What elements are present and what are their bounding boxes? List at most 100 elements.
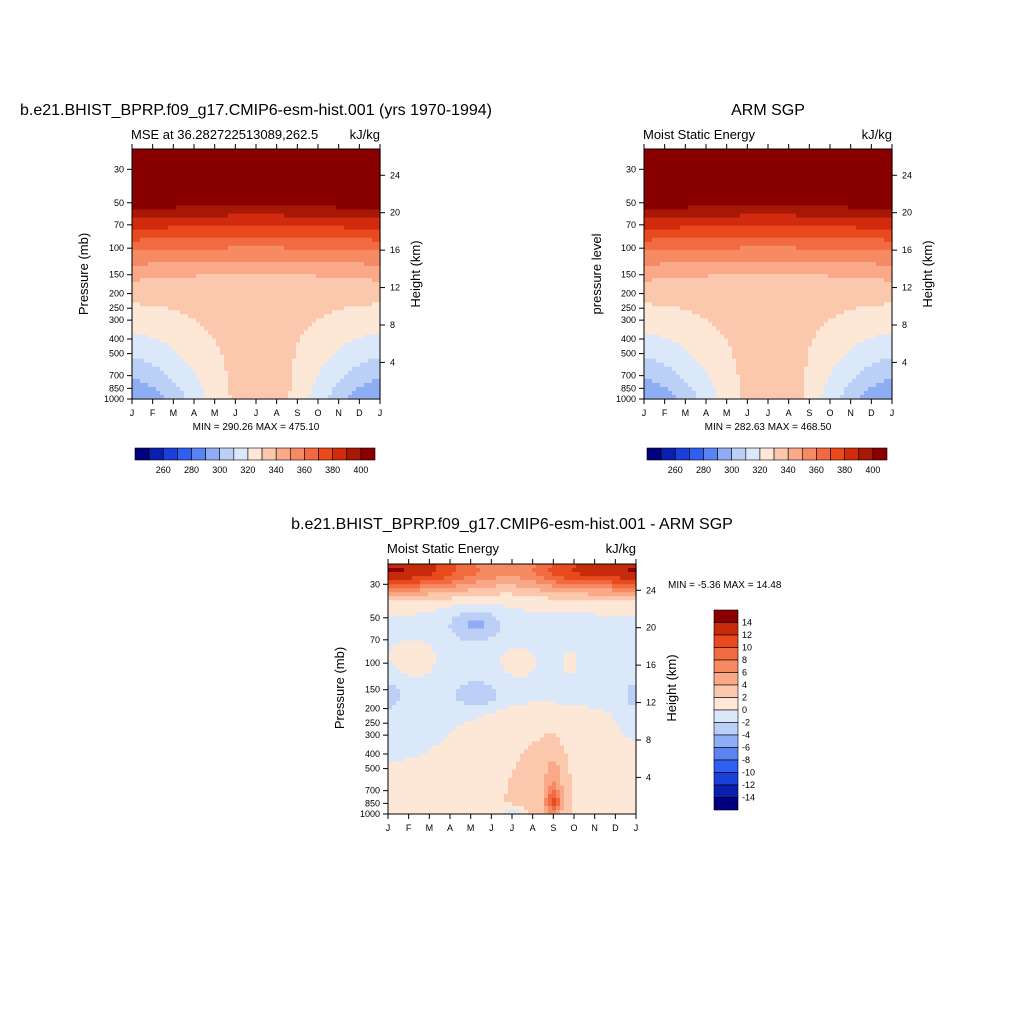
contour-cell xyxy=(212,241,217,247)
contour-cell xyxy=(244,334,249,340)
contour-cell xyxy=(376,286,381,291)
contour-cell xyxy=(144,366,149,372)
contour-cell xyxy=(216,330,221,336)
contour-cell xyxy=(336,225,341,231)
contour-cell xyxy=(336,278,341,283)
contour-cell xyxy=(228,362,233,368)
contour-cell xyxy=(724,197,729,203)
contour-cell xyxy=(356,237,361,243)
contour-cell xyxy=(208,173,213,178)
contour-cell xyxy=(276,209,281,215)
contour-cell xyxy=(168,278,173,283)
contour-cell xyxy=(136,282,141,287)
contour-cell xyxy=(792,205,797,211)
contour-cell xyxy=(288,249,293,255)
contour-cell xyxy=(156,298,161,303)
contour-cell xyxy=(768,185,773,190)
contour-cell xyxy=(132,298,137,303)
contour-cell xyxy=(244,350,249,356)
contour-cell xyxy=(644,161,649,166)
contour-cell xyxy=(800,213,805,219)
contour-cell xyxy=(228,225,233,231)
contour-cell xyxy=(312,310,317,315)
contour-cell xyxy=(248,209,253,215)
contour-cell xyxy=(172,157,177,162)
contour-cell xyxy=(832,185,837,190)
contour-cell xyxy=(276,213,281,219)
contour-cell xyxy=(224,326,229,332)
contour-cell xyxy=(880,201,885,207)
contour-cell xyxy=(164,221,169,227)
contour-cell xyxy=(748,189,753,194)
contour-cell xyxy=(348,378,353,384)
contour-cell xyxy=(228,326,233,332)
contour-cell xyxy=(180,366,185,372)
panel-model-ylabel: Pressure (mb) xyxy=(76,233,91,315)
contour-cell xyxy=(712,157,717,162)
contour-cell xyxy=(660,201,665,207)
contour-cell xyxy=(272,334,277,340)
contour-cell xyxy=(156,257,161,263)
contour-cell xyxy=(172,249,177,255)
contour-cell xyxy=(160,161,165,166)
contour-cell xyxy=(204,193,209,198)
contour-cell xyxy=(372,229,377,235)
contour-cell xyxy=(328,209,333,215)
contour-cell xyxy=(340,229,345,235)
contour-cell xyxy=(164,149,169,154)
contour-cell xyxy=(260,189,265,194)
contour-cell xyxy=(692,205,697,211)
contour-cell xyxy=(252,185,257,190)
contour-cell xyxy=(160,378,165,384)
contour-cell xyxy=(308,205,313,211)
contour-cell xyxy=(276,334,281,340)
contour-cell xyxy=(368,185,373,190)
contour-cell xyxy=(168,274,173,279)
contour-cell xyxy=(220,161,225,166)
contour-cell xyxy=(644,169,649,174)
contour-cell xyxy=(320,217,325,223)
contour-cell xyxy=(772,209,777,215)
contour-cell xyxy=(200,165,205,170)
contour-cell xyxy=(308,217,313,223)
contour-cell xyxy=(352,265,357,271)
contour-cell xyxy=(272,282,277,287)
contour-cell xyxy=(176,253,181,259)
contour-cell xyxy=(376,298,381,303)
contour-cell xyxy=(760,185,765,190)
contour-cell xyxy=(764,197,769,203)
contour-cell xyxy=(284,257,289,263)
contour-cell xyxy=(196,310,201,315)
contour-cell xyxy=(264,374,269,380)
contour-cell xyxy=(144,362,149,368)
contour-cell xyxy=(244,269,249,275)
contour-cell xyxy=(220,318,225,323)
contour-cell xyxy=(240,185,245,190)
contour-cell xyxy=(276,169,281,174)
contour-cell xyxy=(324,253,329,259)
contour-cell xyxy=(652,161,657,166)
contour-cell xyxy=(688,161,693,166)
contour-cell xyxy=(188,201,193,207)
contour-cell xyxy=(184,370,189,376)
contour-cell xyxy=(772,153,777,158)
contour-cell xyxy=(352,298,357,303)
contour-cell xyxy=(344,193,349,198)
contour-cell xyxy=(144,318,149,323)
colorbar-swatch xyxy=(332,447,348,461)
contour-cell xyxy=(148,173,153,178)
contour-cell xyxy=(336,189,341,194)
contour-cell xyxy=(300,253,305,259)
contour-cell xyxy=(864,177,869,182)
contour-cell xyxy=(272,302,277,307)
contour-cell xyxy=(200,318,205,323)
contour-cell xyxy=(816,161,821,166)
contour-cell xyxy=(292,173,297,178)
contour-cell xyxy=(668,157,673,162)
contour-cell xyxy=(156,221,161,227)
contour-cell xyxy=(324,165,329,170)
contour-cell xyxy=(312,366,317,372)
contour-cell xyxy=(368,278,373,283)
contour-cell xyxy=(788,201,793,207)
contour-cell xyxy=(352,249,357,255)
